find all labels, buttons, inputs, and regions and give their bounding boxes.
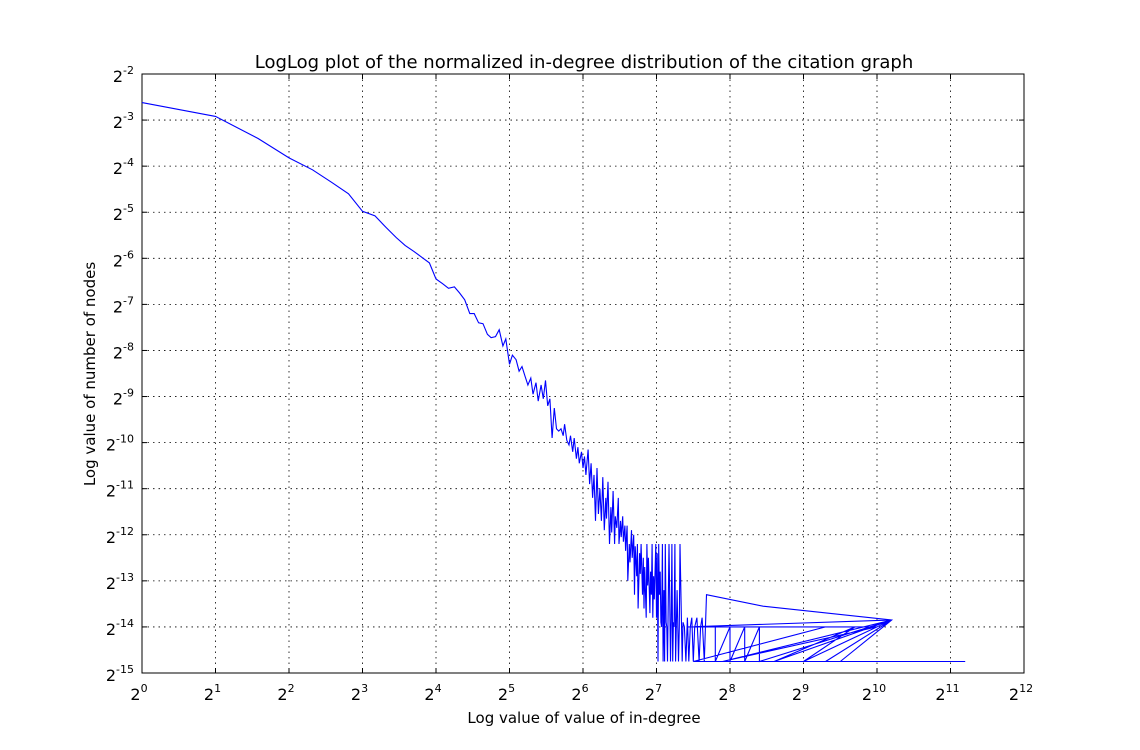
x-tick-labels: 20 21 22 23 24 25 26 27 28 29 210 211 212	[130, 682, 1033, 704]
series-line	[141, 102, 966, 663]
y-tick-label: 2-10	[106, 433, 134, 455]
y-tick-label: 2-11	[106, 479, 134, 501]
x-tick-label: 211	[935, 682, 959, 704]
y-tick-label: 2-15	[106, 663, 134, 685]
x-tick-label: 25	[498, 682, 515, 704]
x-tick-label: 28	[718, 682, 735, 704]
y-tick-label: 2-4	[113, 156, 134, 178]
y-axis-label: Log value of number of nodes	[81, 262, 99, 486]
x-tick-label: 21	[204, 682, 221, 704]
x-tick-label: 20	[130, 682, 147, 704]
x-tick-label: 26	[571, 682, 588, 704]
x-axis-label: Log value of value of in-degree	[467, 709, 700, 727]
x-tick-label: 210	[862, 682, 886, 704]
x-tick-label: 29	[792, 682, 809, 704]
y-tick-label: 2-3	[113, 110, 134, 132]
x-tick-label: 27	[645, 682, 662, 704]
y-tick-label: 2-7	[113, 294, 134, 316]
chart-title: LogLog plot of the normalized in-degree …	[255, 52, 914, 73]
x-tick-label: 24	[424, 682, 441, 704]
y-tick-label: 2-13	[106, 571, 134, 593]
x-tick-label: 22	[277, 682, 294, 704]
grid-lines	[142, 74, 1024, 673]
y-tick-label: 2-2	[113, 64, 134, 86]
axis-ticks	[141, 73, 1025, 674]
y-tick-label: 2-6	[113, 248, 134, 270]
x-tick-label: 23	[351, 682, 368, 704]
x-tick-label: 212	[1009, 682, 1033, 704]
plot-area-frame	[141, 73, 1025, 674]
y-tick-labels: 2-2 2-3 2-4 2-5 2-6 2-7 2-8 2-9 2-10 2-11 2-12 2-13…	[106, 64, 134, 685]
y-tick-label: 2-9	[113, 387, 134, 409]
y-tick-label: 2-5	[113, 202, 134, 224]
y-tick-label: 2-14	[106, 617, 134, 639]
y-tick-label: 2-12	[106, 525, 134, 547]
y-tick-label: 2-8	[113, 340, 134, 362]
